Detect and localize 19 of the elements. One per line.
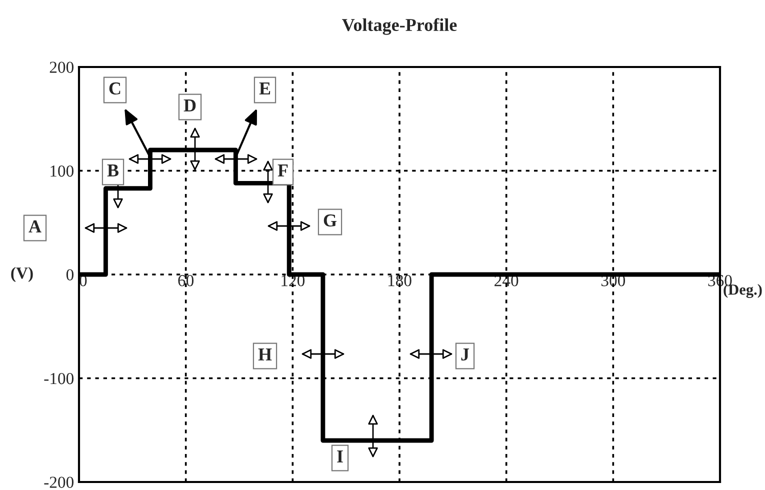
annotation: J (461, 348, 470, 361)
annotation: G (324, 214, 337, 227)
x-tick-label: 180 (388, 274, 412, 286)
annotation: E (259, 82, 270, 94)
y-axis-title: (V) (11, 266, 33, 282)
y-tick-label: -100 (44, 372, 74, 384)
x-tick-label: 60 (178, 274, 194, 286)
y-tick-label: 100 (50, 165, 74, 177)
annotation: F (278, 164, 288, 176)
annotation: C (109, 82, 120, 95)
annotation: H (258, 348, 272, 360)
annotation: I (337, 450, 343, 462)
x-axis-title: (Deg.) (724, 284, 762, 298)
y-tick-label: -200 (44, 476, 74, 488)
y-tick-label: 200 (50, 62, 74, 73)
text: A (28, 220, 42, 232)
annotation: D (184, 100, 196, 112)
annotation: B (107, 164, 119, 176)
chart-title: Voltage-Profile (342, 18, 457, 35)
